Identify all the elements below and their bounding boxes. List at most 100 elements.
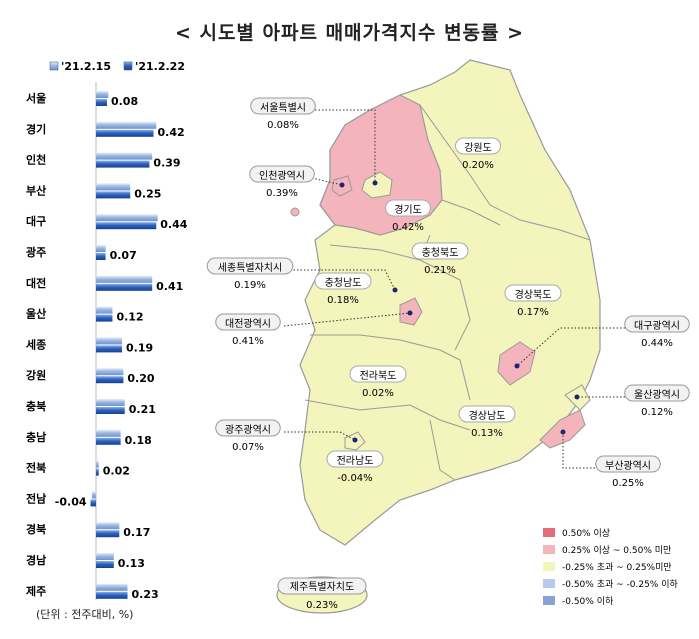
data-label: 0.20 (127, 372, 154, 385)
bar-prev (96, 583, 128, 591)
region-name: 경상남도 (469, 409, 506, 422)
map-legend-label: 0.25% 이상 ~ 0.50% 미만 (562, 545, 671, 556)
callout-pill (250, 97, 316, 115)
callout-pill (215, 419, 281, 437)
category-label: 제주 (26, 584, 46, 598)
map-legend-label: 0.50% 이상 (562, 528, 610, 539)
region-name: 경기도 (394, 203, 422, 216)
bar-curr (96, 530, 120, 538)
callout-name: 세종특별자치시 (218, 262, 282, 274)
data-label: 0.08 (111, 95, 138, 108)
legend-swatch-0 (49, 61, 59, 71)
callout-pill (624, 315, 690, 333)
bar-curr (96, 253, 106, 260)
region-pill (314, 272, 372, 290)
category-label: 경북 (26, 522, 46, 536)
bar-curr (96, 283, 153, 291)
callout-name: 부산광역시 (605, 460, 651, 472)
incheon-dot (339, 182, 345, 188)
callout-value: 0.25% (612, 478, 644, 489)
data-label: 0.18 (125, 434, 152, 447)
region-pill (326, 450, 384, 468)
bar-curr (96, 129, 154, 137)
bar-prev (96, 368, 124, 376)
region-value: 0.21% (424, 265, 456, 276)
map-labels: 강원도 0.20% 경기도 0.42% 충청북도 0.21% 충청남도 0.18% 경상북도 0.… (206, 97, 690, 611)
callout-name: 서울특별시 (260, 102, 306, 114)
data-label: 0.41 (156, 280, 183, 293)
map-legend-swatch (543, 596, 555, 605)
data-label: 0.07 (110, 249, 137, 262)
category-label: 충남 (26, 430, 46, 444)
callout-pill (595, 455, 661, 473)
data-label: 0.42 (158, 126, 185, 139)
callout-value: 0.44% (641, 338, 673, 349)
data-label: 0.25 (134, 187, 161, 200)
bar-curr (96, 191, 131, 199)
data-label: 0.17 (123, 526, 150, 539)
bar-curr (96, 160, 150, 168)
bar-curr (96, 468, 99, 476)
bar-prev (96, 121, 157, 129)
region-pill (349, 365, 407, 383)
bar-curr (96, 407, 125, 414)
data-label: 0.23 (132, 588, 159, 601)
legend-swatch-1 (123, 61, 133, 71)
region-name: 경상북도 (515, 288, 552, 301)
bar-prev (96, 399, 125, 406)
bar-prev (96, 275, 153, 283)
region-name: 강원도 (464, 142, 492, 154)
gwangju-dot (352, 437, 358, 443)
data-label: 0.21 (129, 403, 156, 416)
bar-curr (96, 591, 128, 599)
callout-name: 인천광역시 (259, 170, 305, 182)
map-legend-swatch (543, 545, 555, 554)
category-label: 경남 (26, 553, 46, 567)
islet-shape (290, 207, 300, 217)
callout-value: 0.19% (234, 280, 266, 291)
category-label: 세종 (26, 337, 46, 351)
category-label: 충북 (26, 399, 46, 413)
bar-prev (96, 553, 114, 560)
region-value: 0.42% (392, 222, 424, 233)
region-name: 전라북도 (360, 370, 397, 382)
data-label: -0.04 (55, 495, 87, 508)
callout-pill (624, 384, 690, 402)
region-pill (458, 405, 516, 423)
map-legend-swatch (543, 528, 555, 537)
data-label: 0.44 (160, 218, 187, 231)
region-value: 0.17% (517, 307, 549, 318)
bar-prev (91, 491, 96, 499)
bar-prev (96, 91, 109, 98)
callout-value: 0.12% (641, 407, 673, 418)
jeju-value: 0.23% (306, 600, 338, 611)
bar-legend: '21.2.15 '21.2.22 (49, 60, 185, 73)
sejong-dot (392, 287, 398, 293)
callout-name: 대전광역시 (225, 318, 271, 330)
data-label: 0.13 (118, 557, 145, 570)
legend-label-0: '21.2.15 (61, 60, 111, 73)
daegu-shape (497, 341, 536, 386)
map-legend-swatch (543, 562, 555, 571)
bar-curr (96, 314, 113, 322)
unit-note: (단위 : 전주대비, %) (36, 608, 134, 621)
map-legend-label: -0.25% 초과 ~ 0.25%미만 (562, 562, 672, 573)
region-pill (385, 199, 431, 217)
data-label: 0.39 (153, 157, 180, 170)
ulsan-dot (574, 394, 580, 400)
callout-name: 대구광역시 (634, 320, 680, 332)
category-label: 전북 (26, 461, 46, 475)
category-label: 서울 (26, 91, 46, 105)
callout-value: 0.07% (232, 442, 264, 453)
bar-curr (96, 376, 124, 384)
callout-pill (206, 257, 294, 275)
bar-prev (96, 152, 153, 160)
category-label: 대구 (26, 214, 46, 228)
map-legend-label: -0.50% 초과 ~ -0.25% 이하 (562, 579, 679, 590)
data-label: 0.12 (116, 311, 143, 324)
category-label: 부산 (26, 183, 46, 197)
region-name: 충청남도 (325, 277, 362, 289)
category-label: 인천 (26, 153, 46, 167)
bar-prev (96, 183, 131, 191)
